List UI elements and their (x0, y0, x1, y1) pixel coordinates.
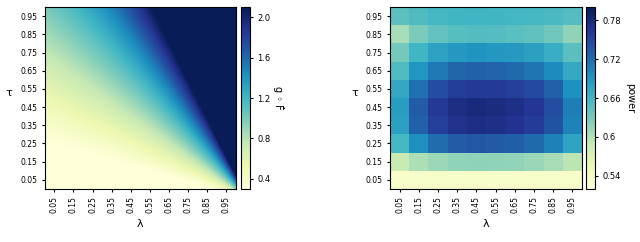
X-axis label: λ: λ (137, 219, 144, 229)
Y-axis label: τ: τ (351, 88, 358, 98)
Y-axis label: τ: τ (6, 88, 12, 98)
X-axis label: λ: λ (483, 219, 490, 229)
Y-axis label: g ◦ F̂: g ◦ F̂ (273, 86, 285, 110)
Y-axis label: power: power (625, 83, 636, 113)
